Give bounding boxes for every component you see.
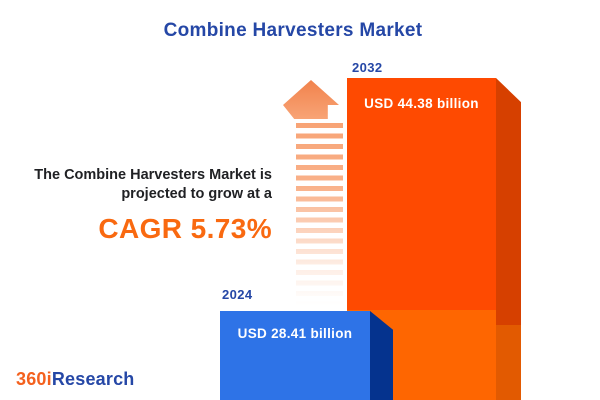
bar-2024-year-label: 2024	[222, 287, 253, 302]
page-title: Combine Harvesters Market	[163, 20, 423, 41]
brand-logo: 360iResearch	[16, 369, 135, 390]
bar-2024-value-label: USD 28.41 billion	[237, 326, 353, 341]
growth-arrow-stripes	[296, 123, 343, 305]
annotation-line-2: projected to grow at a	[121, 186, 272, 203]
growth-arrow-icon	[283, 80, 339, 119]
bar-2024-side-face	[370, 311, 393, 400]
annotation-line-1: The Combine Harvesters Market is	[34, 167, 272, 183]
cagr-value: CAGR 5.73%	[98, 213, 272, 245]
brand-logo-prefix: 360i	[16, 369, 52, 389]
bar-2032-value-label: USD 44.38 billion	[364, 96, 479, 111]
bar-2032-side-face	[496, 78, 521, 400]
brand-logo-suffix: Research	[51, 369, 135, 389]
bar-2032-year-label: 2032	[352, 60, 383, 75]
growth-annotation: The Combine Harvesters Market is project…	[34, 166, 272, 248]
bar-2024	[220, 311, 370, 400]
